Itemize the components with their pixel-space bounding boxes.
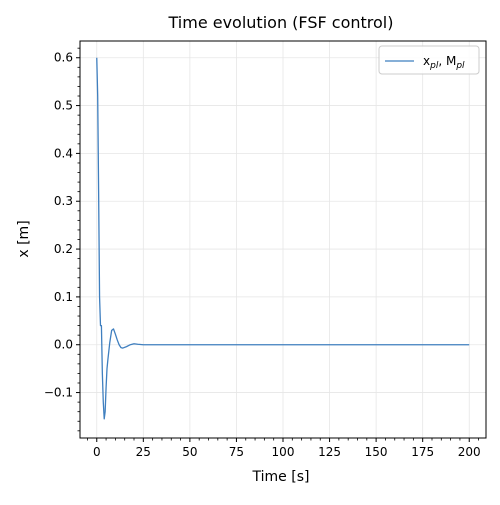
x-tick-label: 25 [136, 445, 151, 459]
series-line [96, 57, 470, 420]
x-tick-label: 75 [229, 445, 244, 459]
legend-main: x [423, 54, 430, 68]
series-layer [96, 57, 470, 420]
y-tick-label: 0.4 [54, 146, 73, 160]
x-tick-label: 200 [458, 445, 481, 459]
x-axis-ticks: 0 25 50 75 100 125 150 175 200 [87, 438, 481, 459]
legend-label: xpl, Mpl [423, 54, 465, 71]
y-axis-ticks: −0.1 0.0 0.1 0.2 0.3 0.4 0.5 0.6 [44, 47, 80, 432]
legend-sub-2: pl [455, 61, 465, 71]
chart-title: Time evolution (FSF control) [168, 13, 394, 32]
legend-mid: , M [438, 54, 456, 68]
y-axis-label: x [m] [16, 220, 32, 257]
y-tick-label: 0.2 [54, 242, 73, 256]
y-tick-label: 0.5 [54, 99, 73, 113]
x-tick-label: 0 [93, 445, 101, 459]
x-tick-label: 50 [182, 445, 197, 459]
x-axis-label: Time [s] [252, 469, 310, 485]
x-tick-label: 150 [365, 445, 388, 459]
y-tick-label: 0.3 [54, 194, 73, 208]
y-tick-label: 0.0 [54, 338, 73, 352]
x-tick-label: 175 [411, 445, 434, 459]
y-tick-label: 0.1 [54, 290, 73, 304]
legend: xpl, Mpl [378, 45, 480, 75]
legend-box [378, 45, 480, 75]
legend-sub-1: pl [429, 61, 439, 71]
x-tick-label: 125 [318, 445, 341, 459]
y-tick-label: 0.6 [54, 51, 73, 65]
y-tick-label: −0.1 [44, 386, 73, 400]
x-tick-label: 100 [272, 445, 295, 459]
